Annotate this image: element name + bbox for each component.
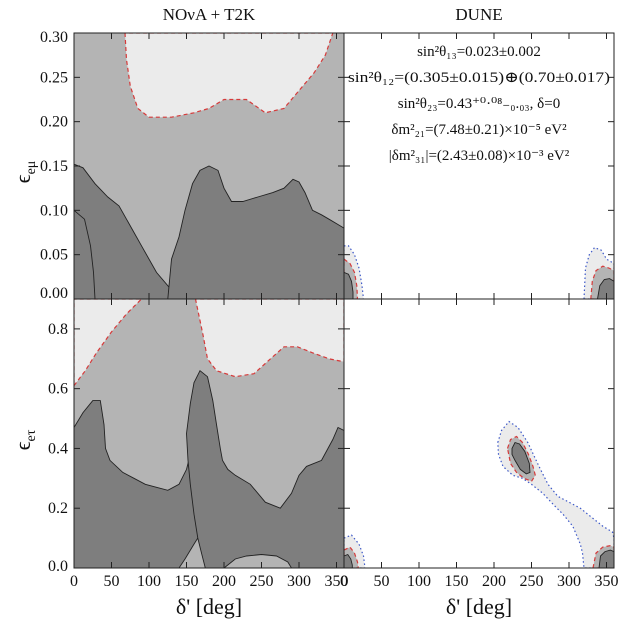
panel-emu_dune [344, 33, 614, 299]
annotation-dm21: δm²₂₁=(7.48±0.21)×10⁻⁵ eV² [391, 122, 567, 138]
contour-1sigma-light [74, 299, 143, 387]
panel-background [344, 33, 614, 299]
y-tick-label: 0.15 [40, 158, 68, 175]
ylabel-etau-main: ϵ [10, 441, 35, 450]
contour-inner-dark [511, 441, 531, 475]
x-tick-label: 150 [445, 573, 469, 590]
ylabel-emu-sub: eμ [24, 161, 39, 175]
panel-frame [343, 298, 615, 569]
contour-inner-dark [597, 278, 614, 299]
ylabel-emu-main: ϵ [10, 174, 35, 183]
x-tick-label: 300 [557, 573, 581, 590]
y-tick-label: 0.25 [40, 69, 68, 86]
contour-inner-dark [598, 549, 614, 568]
y-tick-label: 0.6 [48, 381, 68, 398]
x-tick-label: 50 [374, 573, 390, 590]
x-tick-label: 0 [340, 573, 348, 590]
contour-inner-dark [74, 209, 96, 299]
x-tick-label: 200 [482, 573, 506, 590]
contour-1sigma-light [124, 33, 334, 118]
ylabel-emu: ϵeμ [10, 161, 39, 184]
y-tick-label: 0.05 [40, 247, 68, 264]
x-tick-label: 50 [104, 573, 120, 590]
column-title-nova-t2k: NOνA + T2K [163, 5, 256, 24]
xlabel-left: δ' [deg] [176, 594, 242, 619]
contour-inner-dark [167, 165, 344, 299]
contour-inner-dark [344, 271, 354, 299]
x-tick-label: 250 [250, 573, 274, 590]
contour-inner-dark [74, 163, 184, 299]
column-title-dune: DUNE [455, 5, 502, 24]
y-tick-label: 0.30 [40, 29, 68, 46]
x-tick-label: 200 [212, 573, 236, 590]
x-tick-label: 150 [175, 573, 199, 590]
panel-background [344, 299, 614, 568]
contour-1sigma-light [194, 299, 344, 378]
contour-inner-dark [344, 553, 353, 568]
y-tick-label: 0.20 [40, 114, 68, 131]
svg-text:ϵeτ: ϵeτ [10, 429, 39, 450]
annotation-sin2-theta13: sin²θ₁₃=0.023±0.002 [417, 44, 541, 60]
annotation-sin2-theta23: sin²θ₂₃=0.43⁺⁰·⁰⁸₋₀.₀₃, δ=0 [398, 96, 560, 112]
y-tick-label: 0.10 [40, 202, 68, 219]
ylabel-etau: ϵeτ [10, 429, 39, 450]
annotation-sin2-theta12: sin²θ₁₂=(0.305±0.015)⊕(0.70±0.017) [348, 70, 610, 86]
x-tick-label: 300 [287, 573, 311, 590]
y-tick-label: 0.00 [40, 285, 68, 302]
xlabel-right: δ' [deg] [446, 594, 512, 619]
y-tick-label: 0.2 [48, 500, 68, 517]
x-tick-label: 350 [325, 573, 349, 590]
y-tick-label: 0.0 [48, 558, 68, 575]
panel-etau_nova [74, 299, 344, 568]
panel-etau_dune [344, 299, 614, 568]
contour-inner-dark [74, 400, 204, 568]
x-tick-label: 100 [137, 573, 161, 590]
y-tick-label: 0.4 [48, 440, 68, 457]
ylabel-etau-sub: eτ [24, 429, 39, 441]
contour-inner-dark [186, 370, 344, 568]
annotation-dm31: |δm²₃₁|=(2.43±0.08)×10⁻³ eV² [389, 148, 570, 164]
x-tick-label: 350 [595, 573, 619, 590]
y-tick-label: 0.8 [48, 321, 68, 338]
svg-text:ϵeμ: ϵeμ [10, 161, 39, 184]
x-tick-label: 250 [520, 573, 544, 590]
panel-emu_nova [74, 33, 344, 299]
x-tick-label: 0 [70, 573, 78, 590]
x-tick-label: 100 [407, 573, 431, 590]
